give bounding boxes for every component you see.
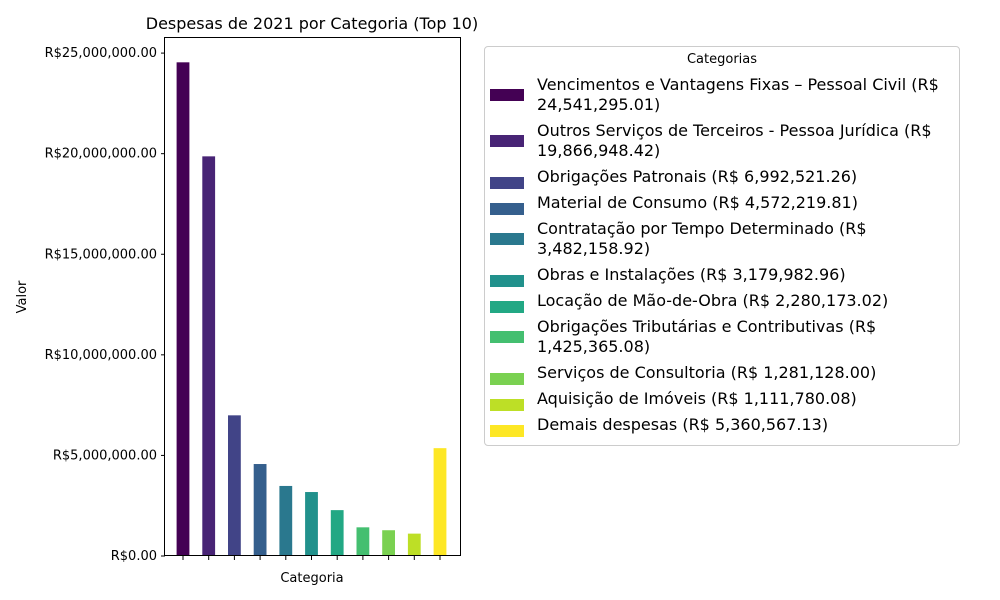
legend-swatch <box>490 301 524 313</box>
bar-4 <box>253 464 267 556</box>
legend-item-9: Serviços de Consultoria (R$ 1,281,128.00… <box>485 363 959 389</box>
legend-label: Demais despesas (R$ 5,360,567.13) <box>537 415 829 434</box>
chart-title: Despesas de 2021 por Categoria (Top 10) <box>146 14 478 33</box>
y-tick-label-2: R$10,000,000.00 <box>45 348 157 363</box>
bar-1 <box>176 62 190 556</box>
legend-label: Outros Serviços de Terceiros - Pessoa Ju… <box>537 121 932 160</box>
bar-6 <box>305 492 318 556</box>
legend-swatch <box>490 233 524 245</box>
bar-8 <box>356 527 370 556</box>
legend-label: Serviços de Consultoria (R$ 1,281,128.00… <box>537 363 877 382</box>
legend: Categorias Vencimentos e Vantagens Fixas… <box>484 46 960 446</box>
legend-item-11: Demais despesas (R$ 5,360,567.13) <box>485 415 959 441</box>
legend-item-2: Outros Serviços de Terceiros - Pessoa Ju… <box>485 121 959 167</box>
x-axis <box>182 556 441 560</box>
legend-label: Material de Consumo (R$ 4,572,219.81) <box>537 193 858 212</box>
legend-item-10: Aquisição de Imóveis (R$ 1,111,780.08) <box>485 389 959 415</box>
y-tick-label-1: R$5,000,000.00 <box>53 448 157 463</box>
x-axis-label: Categoria <box>280 571 343 586</box>
bar-5 <box>279 485 293 556</box>
legend-swatch <box>490 331 524 343</box>
legend-item-4: Material de Consumo (R$ 4,572,219.81) <box>485 193 959 219</box>
bar-7 <box>330 510 344 556</box>
legend-item-7: Locação de Mão-de-Obra (R$ 2,280,173.02) <box>485 291 959 317</box>
legend-swatch <box>490 425 524 437</box>
bars-layer <box>176 62 447 556</box>
legend-label: Obras e Instalações (R$ 3,179,982.96) <box>537 265 846 284</box>
legend-swatch <box>490 89 524 101</box>
y-tick-label-5: R$25,000,000.00 <box>45 46 157 61</box>
legend-item-3: Obrigações Patronais (R$ 6,992,521.26) <box>485 167 959 193</box>
legend-title: Categorias <box>686 52 758 67</box>
legend-swatch <box>490 373 524 385</box>
y-tick-label-0: R$0.00 <box>111 549 157 564</box>
legend-item-6: Obras e Instalações (R$ 3,179,982.96) <box>485 265 959 291</box>
legend-swatch <box>490 203 524 215</box>
legend-swatch <box>490 275 524 287</box>
legend-item-1: Vencimentos e Vantagens Fixas – Pessoal … <box>485 75 959 121</box>
plot-frame <box>164 37 461 556</box>
legend-item-8: Obrigações Tributárias e Contributivas (… <box>485 317 959 363</box>
legend-item-5: Contratação por Tempo Determinado (R$ 3,4… <box>485 219 959 265</box>
bar-9 <box>382 530 395 556</box>
y-tick-label-4: R$20,000,000.00 <box>45 147 157 162</box>
legend-swatch <box>490 177 524 189</box>
bar-2 <box>202 156 216 556</box>
legend-label: Locação de Mão-de-Obra (R$ 2,280,173.02) <box>537 291 889 310</box>
y-axis-label: Valor <box>15 280 30 313</box>
bar-3 <box>228 415 241 556</box>
bar-11 <box>433 448 447 556</box>
bar-10 <box>407 533 421 556</box>
legend-swatch <box>490 399 524 411</box>
y-tick-label-3: R$15,000,000.00 <box>45 247 157 262</box>
legend-label: Aquisição de Imóveis (R$ 1,111,780.08) <box>537 389 857 408</box>
legend-swatch <box>490 135 524 147</box>
legend-label: Vencimentos e Vantagens Fixas – Pessoal … <box>537 75 939 114</box>
legend-label: Obrigações Tributárias e Contributivas (… <box>537 317 877 356</box>
legend-label: Contratação por Tempo Determinado (R$ 3,4… <box>537 219 867 258</box>
y-axis: R$0.00 R$5,000,000.00 R$10,000,000.00 R$15,… <box>45 46 165 564</box>
legend-label: Obrigações Patronais (R$ 6,992,521.26) <box>537 167 858 186</box>
